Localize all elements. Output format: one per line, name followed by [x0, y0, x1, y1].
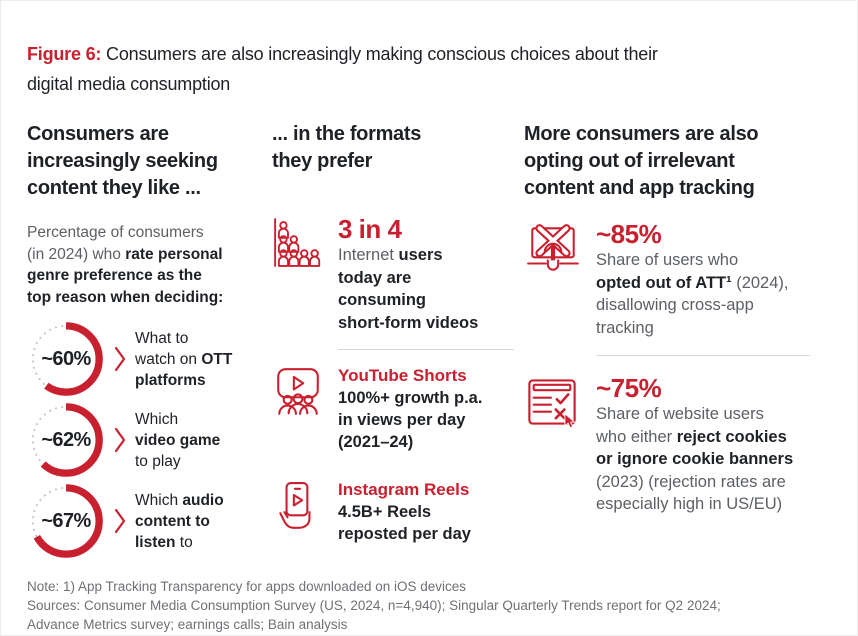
- divider: [596, 355, 810, 356]
- donut-arc: [29, 322, 103, 396]
- phone-in-hand-icon: [272, 479, 324, 540]
- chevron-right-icon: [105, 508, 135, 534]
- desc-lead: Share of website users who either: [596, 405, 764, 446]
- column-seeking-content: Consumers are increasingly seeking conte…: [27, 121, 272, 563]
- stat-text: Instagram Reels 4.5B+ Reels reposted per…: [338, 479, 518, 545]
- donut-arc: [29, 403, 103, 477]
- donut-chart-videogame: ~62%: [27, 401, 105, 479]
- donut-value: ~62%: [41, 428, 91, 451]
- optout-heading: More consumers are also opting out of ir…: [524, 123, 759, 199]
- donut-chart-ott: ~60%: [27, 320, 105, 398]
- chevron-right-icon: [105, 427, 135, 453]
- desc-lead: Share of users who: [596, 251, 739, 269]
- donut-chart-audio: ~67%: [27, 482, 105, 560]
- label-regular: Which: [135, 491, 183, 509]
- stat-value: ~75%: [596, 373, 662, 403]
- stat-desc: Internet users today are consuming short…: [338, 244, 520, 334]
- brand-desc: 4.5B+ Reels reposted per day: [338, 503, 471, 543]
- donut-row-audio: ~67% Which audio content to listen to: [27, 482, 272, 560]
- column-formats: ... in the formats they prefer: [272, 121, 524, 545]
- donut-svg: [29, 322, 103, 396]
- stat-value: 3 in 4: [338, 214, 402, 244]
- figure-title-text: Consumers are also increasingly making c…: [27, 44, 658, 94]
- stat-att-opt-out: ~85% Share of users who opted out of ATT…: [524, 220, 834, 339]
- formats-heading: ... in the formats they prefer: [272, 123, 422, 172]
- label-regular: Which: [135, 410, 179, 428]
- donut-stats: ~60% What to watch on OTT platforms ~: [27, 320, 272, 560]
- seeking-heading: Consumers are increasingly seeking conte…: [27, 123, 218, 199]
- label-regular-tail: to: [175, 533, 193, 551]
- label-regular-tail: to play: [135, 452, 181, 470]
- donut-value: ~67%: [41, 509, 91, 532]
- footnote-sources: Sources: Consumer Media Consumption Surv…: [27, 598, 721, 632]
- desc-bold: users today are consuming short-form vid…: [338, 246, 479, 332]
- label-bold: audio content to listen: [135, 491, 224, 551]
- cookie-banner-icon: [524, 374, 582, 435]
- desc-tail: (2023) (rejection rates are especially h…: [596, 472, 786, 513]
- seeking-intro: Percentage of consumers (in 2024) who ra…: [27, 222, 249, 308]
- stat-text: ~85% Share of users who opted out of ATT…: [596, 220, 834, 339]
- columns: Consumers are increasingly seeking conte…: [27, 121, 831, 563]
- stat-youtube-shorts: YouTube Shorts 100%+ growth p.a. in view…: [272, 365, 524, 453]
- stat-instagram-reels: Instagram Reels 4.5B+ Reels reposted per…: [272, 479, 524, 545]
- desc-bold: opted out of ATT¹: [596, 273, 732, 292]
- screen-block-tap-icon: [524, 220, 582, 283]
- stat-value: ~85%: [596, 219, 662, 249]
- label-bold: video game: [135, 431, 221, 449]
- donut-label: What to watch on OTT platforms: [135, 328, 232, 391]
- stat-text: 3 in 4 Internet users today are consumin…: [338, 215, 520, 334]
- figure-label: Figure 6:: [27, 44, 102, 64]
- figure-title: Figure 6: Consumers are also increasingl…: [27, 39, 827, 99]
- chevron-right-icon: [105, 346, 135, 372]
- stat-cookie-rejection: ~75% Share of website users who either r…: [524, 374, 834, 516]
- label-regular: What to watch on: [135, 329, 198, 368]
- desc-tail: (2024), disallowing cross-app tracking: [596, 273, 789, 337]
- donut-svg: [29, 484, 103, 558]
- brand-title: YouTube Shorts: [338, 366, 467, 385]
- footnote-note: Note: 1) App Tracking Transparency for a…: [27, 579, 467, 594]
- column-opt-out: More consumers are also opting out of ir…: [524, 121, 834, 516]
- desc-lead: Internet: [338, 246, 399, 264]
- donut-row-ott: ~60% What to watch on OTT platforms: [27, 320, 272, 398]
- donut-row-videogame: ~62% Which video game to play: [27, 401, 272, 479]
- divider: [338, 349, 514, 350]
- donut-value: ~60%: [41, 347, 91, 370]
- stat-text: ~75% Share of website users who either r…: [596, 374, 834, 516]
- video-audience-icon: [272, 365, 324, 422]
- brand-desc: 100%+ growth p.a. in views per day (2021…: [338, 389, 483, 451]
- stat-short-form-video: 3 in 4 Internet users today are consumin…: [272, 215, 524, 334]
- donut-label: Which audio content to listen to: [135, 490, 224, 553]
- desc-bold: reject cookies or ignore cookie banners: [596, 427, 794, 469]
- donut-arc: [29, 484, 103, 558]
- intro-bold: rate personal genre preference as the to…: [27, 245, 224, 306]
- stat-desc: Share of website users who either reject…: [596, 403, 834, 516]
- donut-label: Which video game to play: [135, 409, 220, 472]
- brand-title: Instagram Reels: [338, 480, 470, 499]
- footnotes: Note: 1) App Tracking Transparency for a…: [27, 577, 831, 634]
- intro-lead: Percentage of consumers (in 2024) who: [27, 224, 204, 263]
- people-pictogram-icon: [272, 215, 324, 276]
- stat-text: YouTube Shorts 100%+ growth p.a. in view…: [338, 365, 518, 453]
- label-bold: OTT platforms: [135, 350, 233, 389]
- donut-svg: [29, 403, 103, 477]
- stat-desc: Share of users who opted out of ATT¹ (20…: [596, 249, 834, 339]
